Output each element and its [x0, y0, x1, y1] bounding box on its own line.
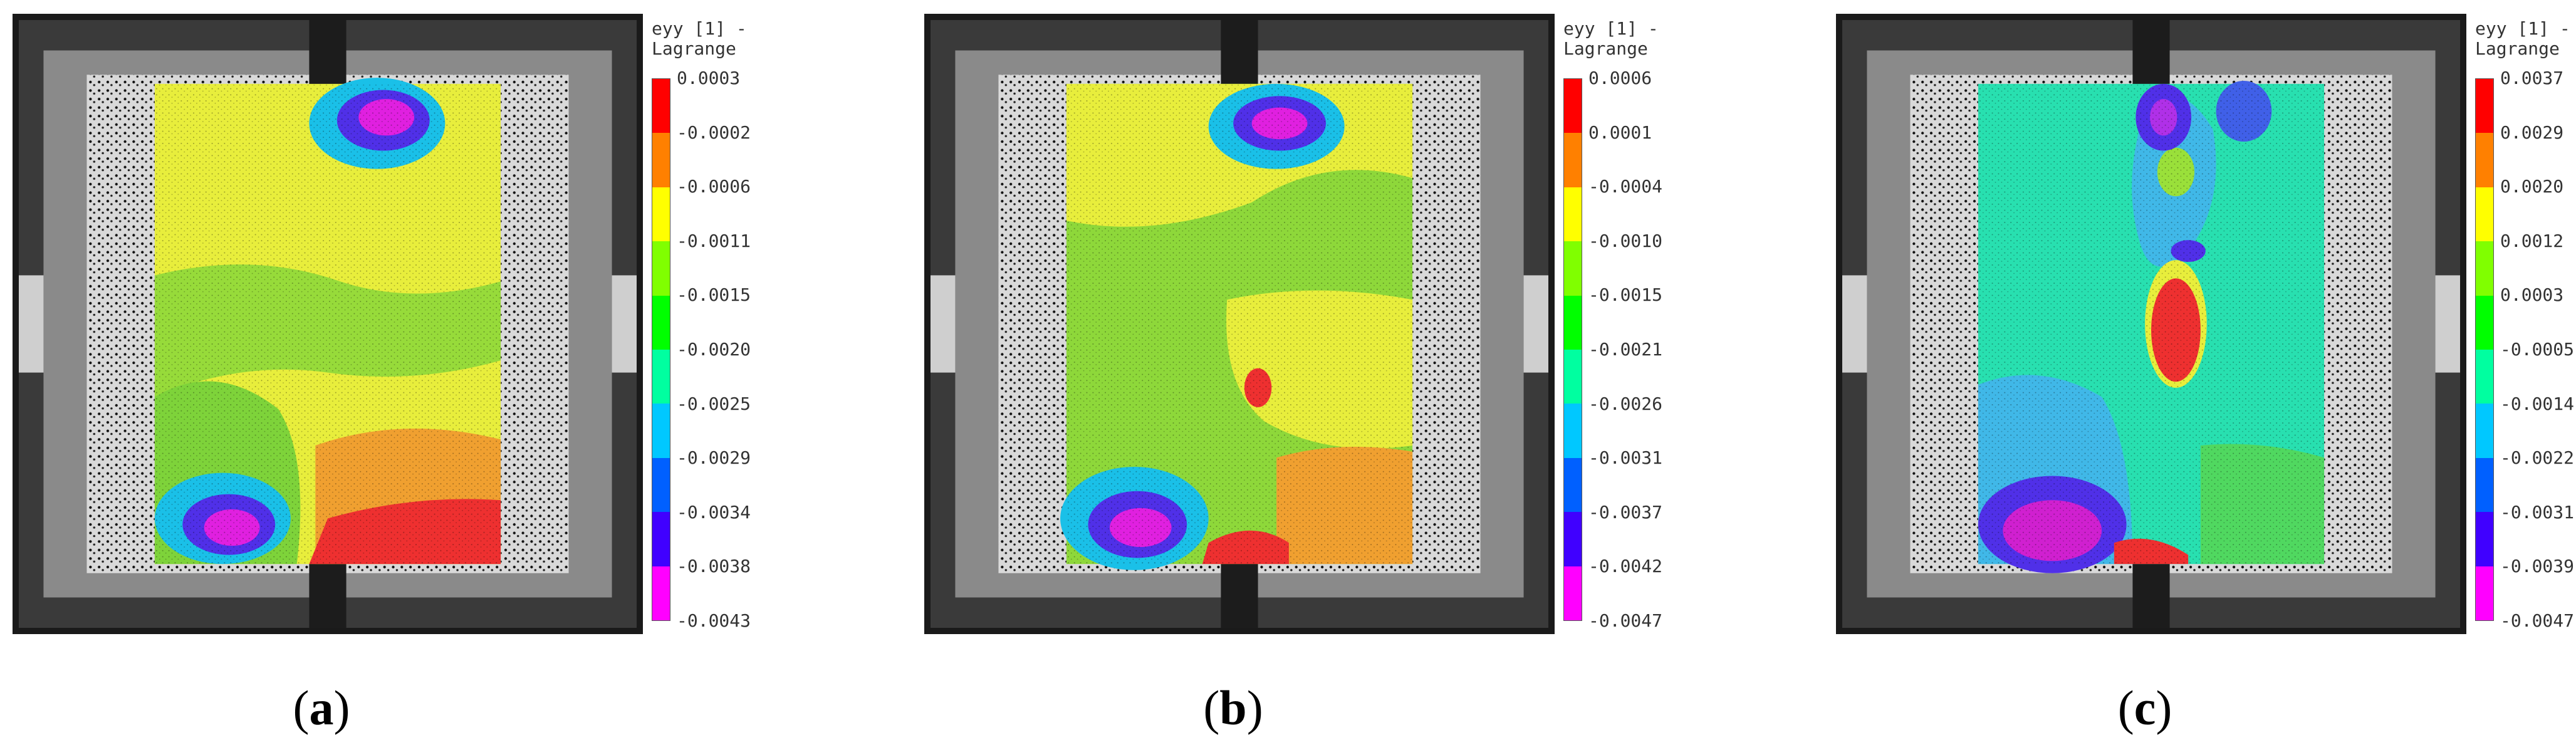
colorbar-segment	[652, 349, 670, 404]
legend-tick: -0.0042	[1588, 556, 1663, 577]
colorbar-segment	[2476, 79, 2493, 133]
legend-title-line2: Lagrange	[652, 38, 736, 59]
colorbar-segment	[2476, 133, 2493, 187]
colorbar-segment	[1564, 79, 1582, 133]
caption-open: (	[2117, 680, 2134, 735]
colorbar-segment	[1564, 349, 1582, 404]
caption-a: (a)	[0, 680, 643, 736]
colorbar-segment	[2476, 404, 2493, 458]
legend-title-line2: Lagrange	[1563, 38, 1648, 59]
caption-c: (c)	[1823, 680, 2466, 736]
colorbar-segment	[652, 566, 670, 620]
legend-tick: -0.0034	[677, 501, 751, 523]
legend-tick: -0.0029	[677, 447, 751, 469]
legend-tick: 0.0003	[677, 68, 741, 88]
panel-c: eyy [1] - Lagrange 0.0037 0.0029 0.0020 …	[1823, 0, 2576, 740]
legend-tick: -0.0038	[677, 556, 751, 577]
caption-letter: a	[309, 680, 334, 735]
legend-tick: -0.0047	[1588, 610, 1663, 631]
legend-tick: -0.0031	[2500, 501, 2575, 523]
colorbar-segment	[652, 187, 670, 242]
legend-tick: 0.0029	[2500, 122, 2564, 143]
strain-contour-a	[19, 20, 637, 628]
colorbar-segment	[1564, 295, 1582, 350]
colorbar-legend-c: eyy [1] - Lagrange 0.0037 0.0029 0.0020 …	[2475, 19, 2576, 639]
legend-tick: -0.0010	[1588, 230, 1663, 251]
strain-contour-c	[1842, 20, 2460, 628]
legend-tick: -0.0043	[677, 610, 751, 631]
colorbar-segment	[2476, 187, 2493, 242]
strain-field-image-a	[13, 14, 643, 634]
legend-tick: -0.0025	[677, 393, 751, 414]
strain-field-image-c	[1836, 14, 2466, 634]
legend-tick: -0.0037	[1588, 501, 1663, 523]
legend-tick: -0.0002	[677, 122, 751, 143]
panel-b: eyy [1] - Lagrange 0.0006 0.0001 -0.0004…	[912, 0, 1770, 740]
colorbar-segment	[652, 404, 670, 458]
caption-open: (	[293, 680, 310, 735]
legend-title-line1: eyy [1] -	[652, 18, 747, 39]
legend-tick: -0.0026	[1588, 393, 1663, 414]
strain-field-image-b	[924, 14, 1555, 634]
legend-tick: -0.0006	[677, 176, 751, 197]
colorbar-segment	[652, 133, 670, 187]
colorbar-segment	[1564, 566, 1582, 620]
colorbar-segment	[1564, 457, 1582, 513]
colorbar-segment	[2476, 295, 2493, 350]
legend-title-line1: eyy [1] -	[2475, 18, 2570, 39]
legend-tick: 0.0006	[1588, 68, 1652, 88]
legend-title-line2: Lagrange	[2475, 38, 2560, 59]
legend-tick: 0.0020	[2500, 176, 2564, 197]
colorbar-segment	[2476, 241, 2493, 296]
colorbar-segment	[652, 457, 670, 513]
legend-tick: 0.0012	[2500, 230, 2564, 251]
caption-open: (	[1203, 680, 1220, 735]
legend-title-line1: eyy [1] -	[1563, 18, 1659, 39]
colorbar-segment	[652, 512, 670, 566]
colorbar-segment	[2476, 512, 2493, 566]
colorbar-legend-b: eyy [1] - Lagrange 0.0006 0.0001 -0.0004…	[1563, 19, 1751, 639]
colorbar-segment	[652, 79, 670, 133]
legend-tick: -0.0021	[1588, 339, 1663, 360]
colorbar-segment	[1564, 241, 1582, 296]
colorbar-segment	[1564, 512, 1582, 566]
caption-letter: b	[1219, 680, 1247, 735]
legend-tick: -0.0014	[2500, 393, 2575, 414]
legend-tick: -0.0005	[2500, 339, 2575, 360]
colorbar-c	[2475, 78, 2494, 621]
colorbar-segment	[2476, 566, 2493, 620]
strain-contour-b	[931, 20, 1548, 628]
legend-tick: -0.0004	[1588, 176, 1663, 197]
colorbar-a	[652, 78, 670, 621]
colorbar-segment	[1564, 187, 1582, 242]
caption-letter: c	[2134, 680, 2156, 735]
colorbar-segment	[2476, 457, 2493, 513]
caption-close: )	[2156, 680, 2172, 735]
legend-tick: -0.0011	[677, 230, 751, 251]
colorbar-segment	[1564, 404, 1582, 458]
legend-tick: 0.0037	[2500, 68, 2564, 88]
legend-tick: 0.0003	[2500, 284, 2564, 306]
caption-b: (b)	[912, 680, 1555, 736]
caption-close: )	[333, 680, 350, 735]
caption-close: )	[1246, 680, 1263, 735]
legend-tick: -0.0039	[2500, 556, 2575, 577]
legend-tick: -0.0015	[677, 284, 751, 306]
panel-a: eyy [1] - Lagrange 0.0003 -0.0002 -0.000…	[0, 0, 858, 740]
colorbar-b	[1563, 78, 1582, 621]
colorbar-segment	[652, 295, 670, 350]
colorbar-segment	[1564, 133, 1582, 187]
legend-tick: -0.0031	[1588, 447, 1663, 469]
legend-tick: -0.0022	[2500, 447, 2575, 469]
legend-tick: -0.0015	[1588, 284, 1663, 306]
legend-tick: 0.0001	[1588, 122, 1652, 143]
colorbar-legend-a: eyy [1] - Lagrange 0.0003 -0.0002 -0.000…	[652, 19, 840, 639]
legend-tick: -0.0047	[2500, 610, 2575, 631]
colorbar-segment	[652, 241, 670, 296]
colorbar-segment	[2476, 349, 2493, 404]
legend-tick: -0.0020	[677, 339, 751, 360]
